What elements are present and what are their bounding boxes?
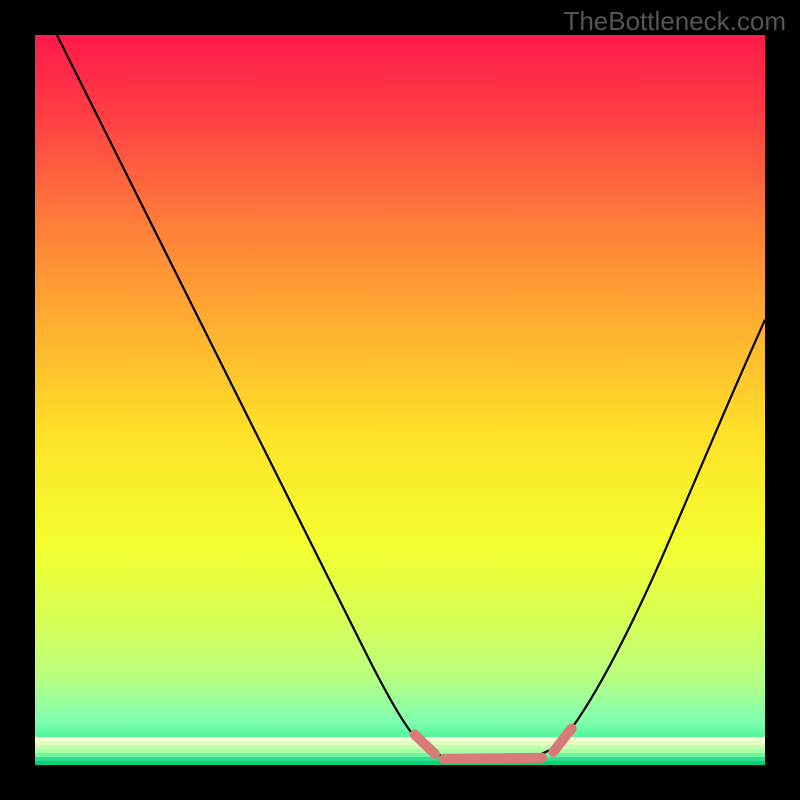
- chart-svg: [0, 0, 800, 800]
- chart-container: TheBottleneck.com: [0, 0, 800, 800]
- watermark-label: TheBottleneck.com: [563, 6, 786, 37]
- bottom-gradient-stripes: [35, 737, 765, 765]
- plot-background-gradient: [35, 35, 765, 765]
